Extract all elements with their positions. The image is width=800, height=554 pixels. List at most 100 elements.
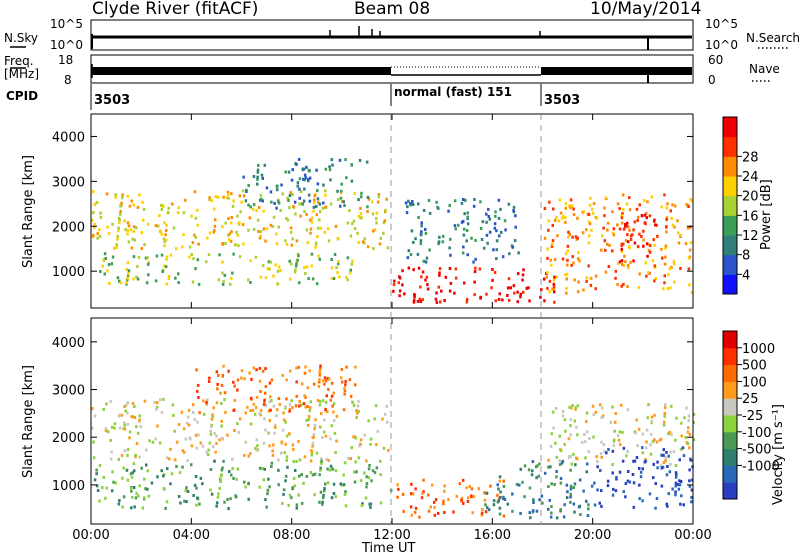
velocity-echo-cell — [93, 478, 97, 482]
power-echo-cell — [365, 160, 369, 164]
power-echo-cell — [332, 277, 336, 281]
power-echo-cell — [642, 238, 645, 242]
colorbar-swatch — [723, 274, 737, 295]
velocity-echo-cell — [586, 462, 589, 466]
power-echo-cell — [585, 279, 588, 283]
velocity-echo-cell — [271, 453, 275, 457]
power-echo-cell — [169, 253, 173, 257]
power-echo-cell — [382, 231, 385, 235]
velocity-echo-cell — [280, 440, 284, 444]
power-echo-cell — [302, 199, 306, 203]
velocity-echo-cell — [596, 460, 599, 464]
power-echo-cell — [624, 224, 628, 228]
power-echo-cell — [232, 252, 235, 256]
power-echo-cell — [227, 193, 230, 196]
velocity-echo-cell — [145, 448, 148, 452]
power-echo-cell — [447, 209, 450, 213]
velocity-echo-cell — [175, 464, 178, 468]
velocity-echo-cell — [326, 481, 330, 485]
power-echo-region — [543, 193, 694, 295]
velocity-echo-cell — [292, 448, 295, 451]
power-echo-cell — [578, 259, 581, 263]
velocity-echo-cell — [674, 484, 677, 488]
power-echo-cell — [525, 286, 528, 290]
power-echo-cell — [228, 232, 232, 236]
power-echo-cell — [329, 202, 333, 206]
velocity-echo-cell — [284, 479, 287, 483]
power-echo-cell — [457, 223, 460, 227]
velocity-echo-cell — [123, 449, 127, 453]
cpid-segment-3: 3503 — [544, 93, 580, 108]
velocity-echo-cell — [359, 479, 363, 483]
power-echo-cell — [175, 247, 178, 251]
velocity-echo-cell — [215, 441, 218, 445]
power-echo-cell — [126, 276, 129, 280]
power-echo-cell — [256, 177, 259, 181]
velocity-echo-cell — [679, 480, 683, 483]
power-echo-cell — [257, 206, 261, 209]
velocity-echo-cell — [240, 369, 244, 373]
power-echo-cell — [118, 218, 121, 222]
power-echo-cell — [679, 233, 682, 237]
power-echo-cell — [242, 242, 245, 246]
velocity-echo-cell — [289, 369, 292, 373]
power-echo-cell — [121, 196, 124, 200]
velocity-echo-cell — [123, 421, 126, 425]
power-echo-cell — [317, 254, 320, 258]
power-echo-cell — [512, 284, 516, 288]
power-echo-cell — [592, 202, 596, 206]
power-echo-cell — [255, 209, 258, 213]
power-echo-cell — [551, 287, 554, 291]
power-echo-cell — [231, 204, 235, 208]
power-echo-cell — [103, 252, 107, 256]
power-echo-cell — [310, 264, 313, 268]
power-echo-cell — [281, 192, 284, 196]
velocity-echo-cell — [98, 499, 101, 503]
power-echo-cell — [128, 204, 132, 208]
power-echo-cell — [564, 273, 567, 277]
power-echo-cell — [132, 203, 135, 207]
power-echo-cell — [546, 256, 549, 260]
velocity-echo-cell — [264, 385, 268, 388]
power-echo-cell — [329, 178, 332, 182]
velocity-echo-cell — [135, 425, 138, 429]
velocity-echo-cell — [344, 383, 347, 387]
velocity-echo-cell — [312, 433, 316, 436]
velocity-echo-cell — [530, 473, 534, 477]
velocity-echo-cell — [247, 497, 250, 501]
velocity-echo-cell — [550, 432, 553, 436]
power-echo-cell — [611, 210, 614, 214]
power-echo-cell — [358, 158, 362, 162]
x-tick-label: 00:00 — [72, 528, 109, 543]
power-echo-cell — [547, 228, 550, 232]
velocity-echo-cell — [458, 482, 462, 486]
velocity-echo-cell — [172, 413, 175, 417]
velocity-echo-cell — [569, 468, 572, 472]
velocity-colorbar-label: Velocity [m s⁻¹] — [771, 404, 786, 505]
velocity-echo-cell — [208, 441, 212, 445]
velocity-echo-cell — [321, 502, 324, 506]
power-echo-cell — [508, 252, 511, 256]
velocity-echo-cell — [641, 451, 645, 455]
velocity-echo-cell — [579, 478, 582, 482]
velocity-echo-cell — [487, 508, 491, 512]
power-echo-cell — [497, 198, 501, 202]
power-echo-cell — [241, 189, 245, 193]
power-echo-cell — [627, 263, 630, 267]
velocity-echo-cell — [326, 410, 329, 414]
power-echo-cell — [651, 259, 655, 263]
power-echo-cell — [479, 295, 482, 299]
power-echo-cell — [275, 206, 278, 210]
velocity-echo-cell — [143, 477, 146, 481]
power-echo-cell — [162, 237, 166, 241]
power-echo-cell — [353, 191, 356, 195]
power-echo-cell — [126, 232, 129, 236]
velocity-echo-cell — [318, 380, 321, 384]
power-echo-cell — [664, 255, 667, 259]
velocity-echo-cell — [628, 480, 632, 484]
power-echo-cell — [143, 243, 146, 247]
power-echo-cell — [336, 189, 339, 193]
velocity-echo-cell — [153, 400, 157, 404]
velocity-echo-cell — [117, 414, 121, 418]
